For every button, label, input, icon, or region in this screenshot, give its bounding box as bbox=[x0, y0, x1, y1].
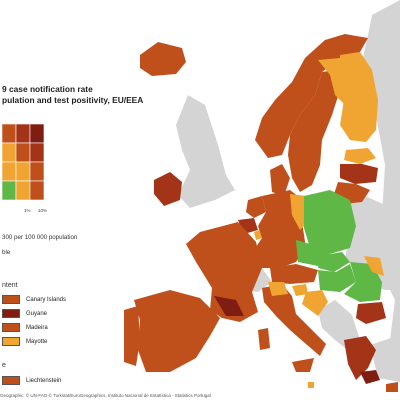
outermost-section-label: ntent bbox=[2, 282, 18, 289]
country-slovenia bbox=[292, 284, 308, 296]
country-slovakia bbox=[318, 252, 350, 272]
matrix-axis-tick-1: 1% bbox=[24, 208, 31, 213]
country-hungary bbox=[318, 264, 356, 292]
legend-swatch bbox=[2, 295, 20, 304]
matrix-cell bbox=[15, 161, 31, 182]
non-eu-uk bbox=[176, 95, 235, 208]
country-norway bbox=[255, 34, 368, 158]
country-france bbox=[186, 222, 262, 322]
legend-label: Liechtenstein bbox=[26, 377, 62, 384]
country-ireland bbox=[154, 172, 182, 206]
microstate-section-label: e bbox=[2, 362, 6, 369]
country-sicily bbox=[292, 358, 314, 372]
country-netherlands bbox=[246, 196, 266, 218]
matrix-axis-tick-2: 10% bbox=[38, 208, 48, 213]
legend-item-madeira: Madeira bbox=[2, 322, 48, 333]
legend-item-guyane: Guyane bbox=[2, 308, 47, 319]
matrix-cell bbox=[29, 142, 45, 163]
non-eu-turkey bbox=[370, 335, 400, 382]
matrix-cell bbox=[29, 161, 45, 182]
map-subtitle: pulation and test positivity, EU/EEA bbox=[2, 95, 144, 105]
country-cyprus bbox=[386, 382, 398, 392]
legend-item-liechtenstein: Liechtenstein bbox=[2, 375, 61, 386]
legend-note-rate: 300 per 100 000 population bbox=[2, 234, 78, 241]
country-denmark bbox=[270, 164, 290, 196]
map-title: 9 case notification rate bbox=[2, 84, 93, 94]
country-malta bbox=[308, 382, 314, 388]
legend-matrix bbox=[1, 123, 45, 201]
country-croatia bbox=[302, 290, 328, 316]
country-spain bbox=[134, 290, 220, 372]
legend-label: Canary Islands bbox=[26, 296, 67, 303]
legend-swatch bbox=[2, 309, 20, 318]
country-greece bbox=[344, 336, 376, 380]
country-greece-islands bbox=[360, 370, 380, 384]
map-footer: Geographic: © UN-FAO © Turkstat/EuroGeog… bbox=[0, 393, 211, 398]
matrix-cell bbox=[1, 142, 17, 163]
country-luxembourg bbox=[254, 230, 262, 240]
legend-label: Mayotte bbox=[26, 338, 48, 345]
matrix-cell bbox=[1, 123, 17, 144]
matrix-cell bbox=[1, 180, 17, 201]
matrix-cell bbox=[29, 180, 45, 201]
legend-swatch bbox=[2, 337, 20, 346]
country-austria bbox=[270, 264, 318, 284]
country-sweden bbox=[288, 70, 340, 192]
country-sardinia bbox=[258, 328, 270, 350]
legend-label: Guyane bbox=[26, 310, 48, 317]
matrix-cell bbox=[1, 161, 17, 182]
country-poland bbox=[304, 190, 356, 254]
legend-item-mayotte: Mayotte bbox=[2, 336, 47, 347]
country-italy bbox=[262, 284, 326, 356]
matrix-cell bbox=[15, 142, 31, 163]
country-france-south bbox=[214, 296, 244, 316]
legend-swatch bbox=[2, 323, 20, 332]
legend-swatch bbox=[2, 376, 20, 385]
country-estonia bbox=[344, 148, 376, 164]
legend-item-canary-islands: Canary Islands bbox=[2, 294, 66, 305]
country-bulgaria bbox=[356, 302, 386, 324]
legend-label: Madeira bbox=[26, 324, 48, 331]
country-italy-north bbox=[268, 282, 288, 296]
country-iceland bbox=[140, 42, 186, 76]
country-latvia bbox=[340, 164, 378, 184]
country-romania-east bbox=[364, 256, 384, 276]
legend-note-unavailable: ble bbox=[2, 249, 11, 256]
matrix-cell bbox=[29, 123, 45, 144]
country-finland bbox=[340, 52, 378, 142]
country-portugal bbox=[124, 306, 140, 366]
matrix-cell bbox=[15, 180, 31, 201]
matrix-cell bbox=[15, 123, 31, 144]
